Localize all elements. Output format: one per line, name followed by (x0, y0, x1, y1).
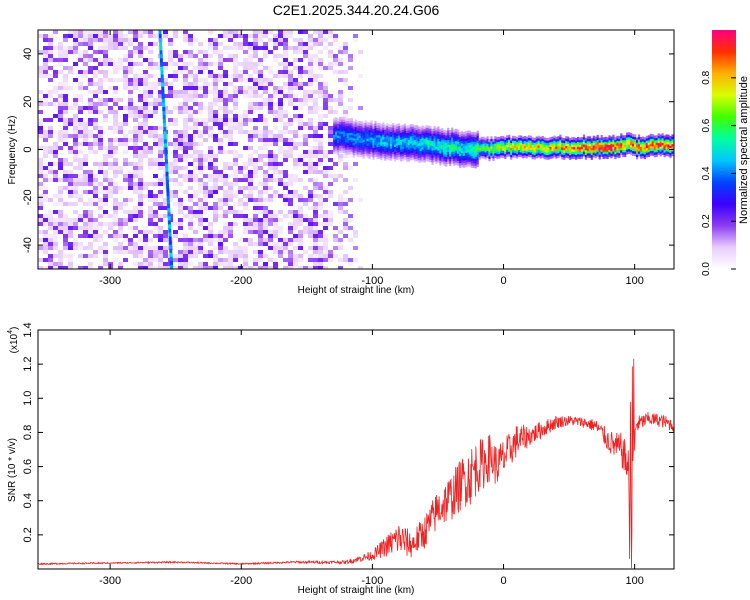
colorbar: 0.0 0.2 0.4 0.6 0.8 Normalized spectral ampl… (701, 30, 750, 276)
snr-x-tick-label: 100 (625, 575, 643, 587)
spectrogram-x-tick-label: -100 (361, 275, 383, 287)
snr-x-tick-label: 0 (500, 575, 506, 587)
snr-y-tick-label: 0.4 (22, 493, 34, 508)
spectrogram-x-label: Height of straight line (km) (298, 285, 415, 296)
spectrogram-x-tick-label: -200 (230, 275, 252, 287)
spectrogram-y-tick-label: -20 (22, 189, 34, 205)
colorbar-tick-label: 0.0 (701, 262, 712, 276)
snr-y-tick-label: 0.2 (22, 527, 34, 542)
spectrogram-x-tick-label: 0 (500, 275, 506, 287)
snr-x-tick-label: -300 (99, 575, 121, 587)
snr-scale-note: (x104) (7, 327, 20, 354)
snr-y-ticks: 0.2 0.4 0.6 0.8 1.0 1.2 1.4 (22, 322, 674, 543)
snr-y-tick-label: 0.6 (22, 459, 34, 474)
spectrogram-x-tick-label: 100 (625, 275, 643, 287)
series-line-snr (38, 358, 674, 569)
snr-y-tick-label: 1.2 (22, 356, 34, 371)
spectrogram-y-tick-label: 40 (22, 48, 34, 60)
snr-y-tick-label: 1.0 (22, 391, 34, 406)
snr-y-label: SNR (10 * v/v) (7, 438, 18, 502)
spectrogram-y-label: Frequency (Hz) (7, 116, 18, 185)
spectrogram-x-ticks: -300 -200 -100 0 100 (99, 30, 644, 287)
svg-text:(x104): (x104) (7, 327, 20, 354)
snr-panel: -300 -200 -100 0 100 0.2 0.4 0.6 0.8 1.0 1.2 1.4 H… (7, 322, 675, 596)
snr-frame (37, 329, 675, 570)
snr-y-tick-label: 1.4 (22, 322, 34, 337)
snr-x-label: Height of straight line (km) (298, 585, 415, 596)
snr-scale-prefix: (x10 (9, 333, 20, 353)
snr-x-ticks: -300 -200 -100 0 100 (99, 330, 644, 587)
colorbar-tick-label: 0.4 (701, 166, 712, 180)
colorbar-tick-label: 0.6 (701, 118, 712, 132)
spectrogram-heatmap (38, 30, 674, 269)
colorbar-label: Normalized spectral amplitude (738, 76, 750, 224)
snr-x-tick-label: -100 (361, 575, 383, 587)
colorbar-gradient (712, 30, 736, 269)
spectrogram-y-tick-label: 0 (22, 146, 34, 152)
snr-x-tick-label: -200 (230, 575, 252, 587)
spectrogram-y-tick-label: 20 (22, 96, 34, 108)
figure-title: C2E1.2025.344.20.24.G06 (273, 2, 440, 18)
snr-y-tick-label: 0.8 (22, 425, 34, 440)
colorbar-tick-label: 0.2 (701, 214, 712, 228)
colorbar-ticks: 0.0 0.2 0.4 0.6 0.8 (701, 70, 736, 276)
spectrogram-y-tick-label: -40 (22, 237, 34, 253)
snr-scale-exp: 4 (7, 330, 14, 334)
spectrogram-y-ticks: -40 -20 0 20 40 (22, 48, 674, 253)
colorbar-tick-label: 0.8 (701, 70, 712, 84)
spectrogram-x-tick-label: -300 (99, 275, 121, 287)
